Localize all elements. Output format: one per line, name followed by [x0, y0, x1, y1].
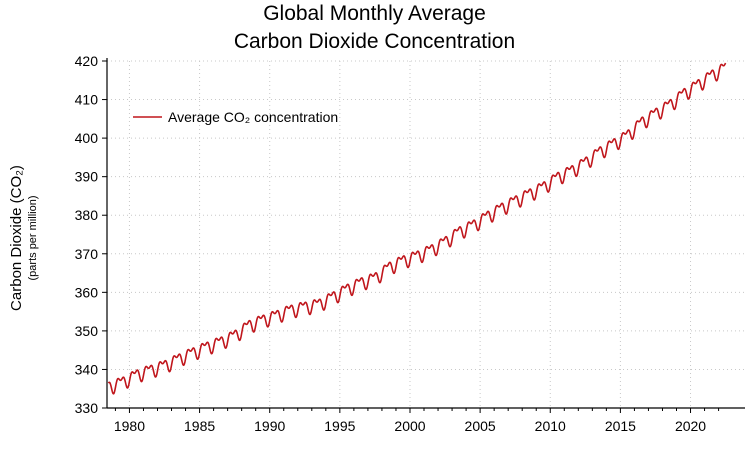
x-tick-label: 2010 [535, 418, 566, 434]
y-tick-label: 370 [75, 246, 99, 262]
x-tick-label: 2020 [675, 418, 706, 434]
series-line-co2 [107, 62, 727, 395]
x-tick-label: 1985 [184, 418, 215, 434]
y-tick-label: 390 [75, 169, 99, 185]
chart-title: Global Monthly Average Carbon Dioxide Co… [0, 0, 749, 56]
x-tick-label: 1990 [254, 418, 285, 434]
y-tick-label: 380 [75, 207, 99, 223]
x-tick-label: 1980 [114, 418, 145, 434]
chart-title-line2: Carbon Dioxide Concentration [233, 30, 516, 53]
y-tick-label: 410 [75, 92, 99, 108]
x-tick-label: 1995 [324, 418, 355, 434]
legend-label: Average CO₂ concentration [168, 109, 338, 125]
chart-title-line1: Global Monthly Average [263, 2, 486, 25]
y-tick-label: 400 [75, 130, 99, 146]
x-tick-label: 2015 [605, 418, 636, 434]
y-tick-label: 420 [75, 53, 99, 69]
y-tick-label: 350 [75, 323, 99, 339]
y-tick-label: 330 [75, 400, 99, 416]
y-tick-label: 360 [75, 284, 99, 300]
y-tick-label: 340 [75, 361, 99, 377]
x-tick-label: 2005 [465, 418, 496, 434]
x-tick-label: 2000 [394, 418, 425, 434]
